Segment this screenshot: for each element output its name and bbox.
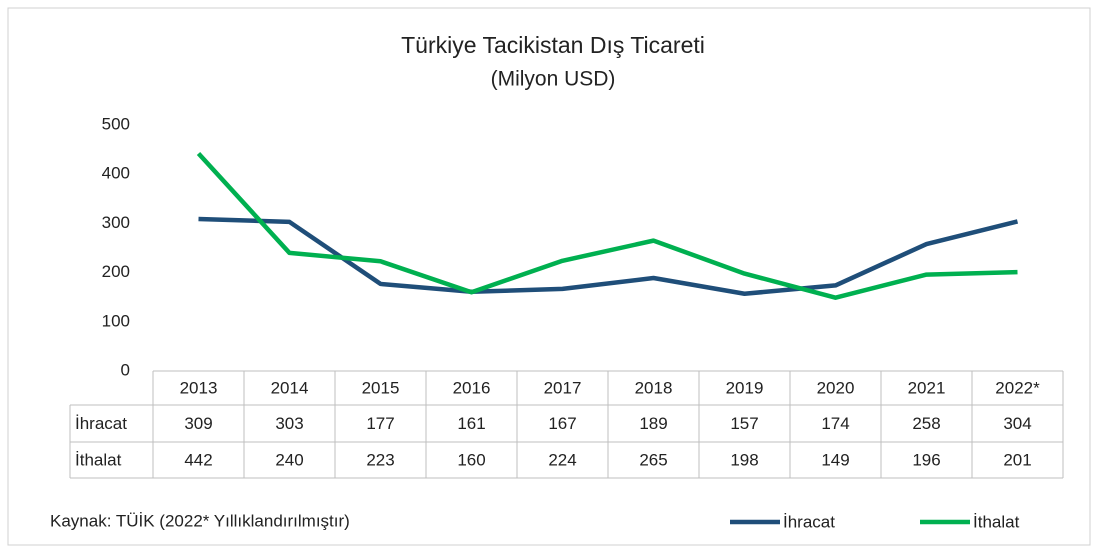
table-value: 149 <box>821 450 849 469</box>
x-tick-label: 2015 <box>362 378 400 397</box>
table-value: 160 <box>457 450 485 469</box>
table-value: 442 <box>184 450 212 469</box>
table-value: 223 <box>366 450 394 469</box>
table-row-label: İthalat <box>75 450 122 469</box>
table-value: 265 <box>639 450 667 469</box>
table-row-label: İhracat <box>75 414 127 433</box>
table-value: 258 <box>912 414 940 433</box>
x-tick-label: 2019 <box>726 378 764 397</box>
y-tick-label: 300 <box>102 213 130 232</box>
x-tick-label: 2020 <box>817 378 855 397</box>
table-value: 167 <box>548 414 576 433</box>
table-value: 174 <box>821 414 849 433</box>
table-value: 189 <box>639 414 667 433</box>
y-tick-label: 400 <box>102 164 130 183</box>
x-tick-label: 2022* <box>995 378 1040 397</box>
y-tick-label: 500 <box>102 114 130 133</box>
x-tick-label: 2018 <box>635 378 673 397</box>
y-tick-label: 200 <box>102 262 130 281</box>
table-value: 224 <box>548 450 576 469</box>
x-tick-label: 2021 <box>908 378 946 397</box>
series-line <box>196 152 1018 300</box>
x-tick-label: 2013 <box>180 378 218 397</box>
table-value: 240 <box>275 450 303 469</box>
series-line <box>198 216 1019 297</box>
table-value: 177 <box>366 414 394 433</box>
table-value: 157 <box>730 414 758 433</box>
x-tick-label: 2017 <box>544 378 582 397</box>
legend-label: İhracat <box>783 512 835 531</box>
chart-subtitle: (Milyon USD) <box>491 68 616 91</box>
y-tick-label: 100 <box>102 311 130 330</box>
x-tick-label: 2014 <box>271 378 309 397</box>
table-value: 161 <box>457 414 485 433</box>
table-value: 201 <box>1003 450 1031 469</box>
y-tick-label: 0 <box>121 360 130 379</box>
table-value: 196 <box>912 450 940 469</box>
chart-title: Türkiye Tacikistan Dış Ticareti <box>401 32 705 58</box>
source-note: Kaynak: TÜİK (2022* Yıllıklandırılmıştır… <box>50 511 350 530</box>
x-tick-label: 2016 <box>453 378 491 397</box>
legend-label: İthalat <box>973 512 1020 531</box>
chart-border <box>7 7 1091 546</box>
table-value: 309 <box>184 414 212 433</box>
table-value: 303 <box>275 414 303 433</box>
table-value: 198 <box>730 450 758 469</box>
table-value: 304 <box>1003 414 1031 433</box>
